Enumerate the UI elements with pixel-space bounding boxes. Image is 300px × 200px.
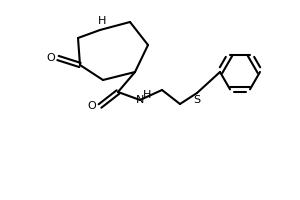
Text: H: H: [143, 90, 151, 100]
Text: O: O: [88, 101, 96, 111]
Text: S: S: [194, 95, 201, 105]
Text: H: H: [98, 16, 106, 26]
Text: N: N: [136, 95, 144, 105]
Text: O: O: [46, 53, 56, 63]
